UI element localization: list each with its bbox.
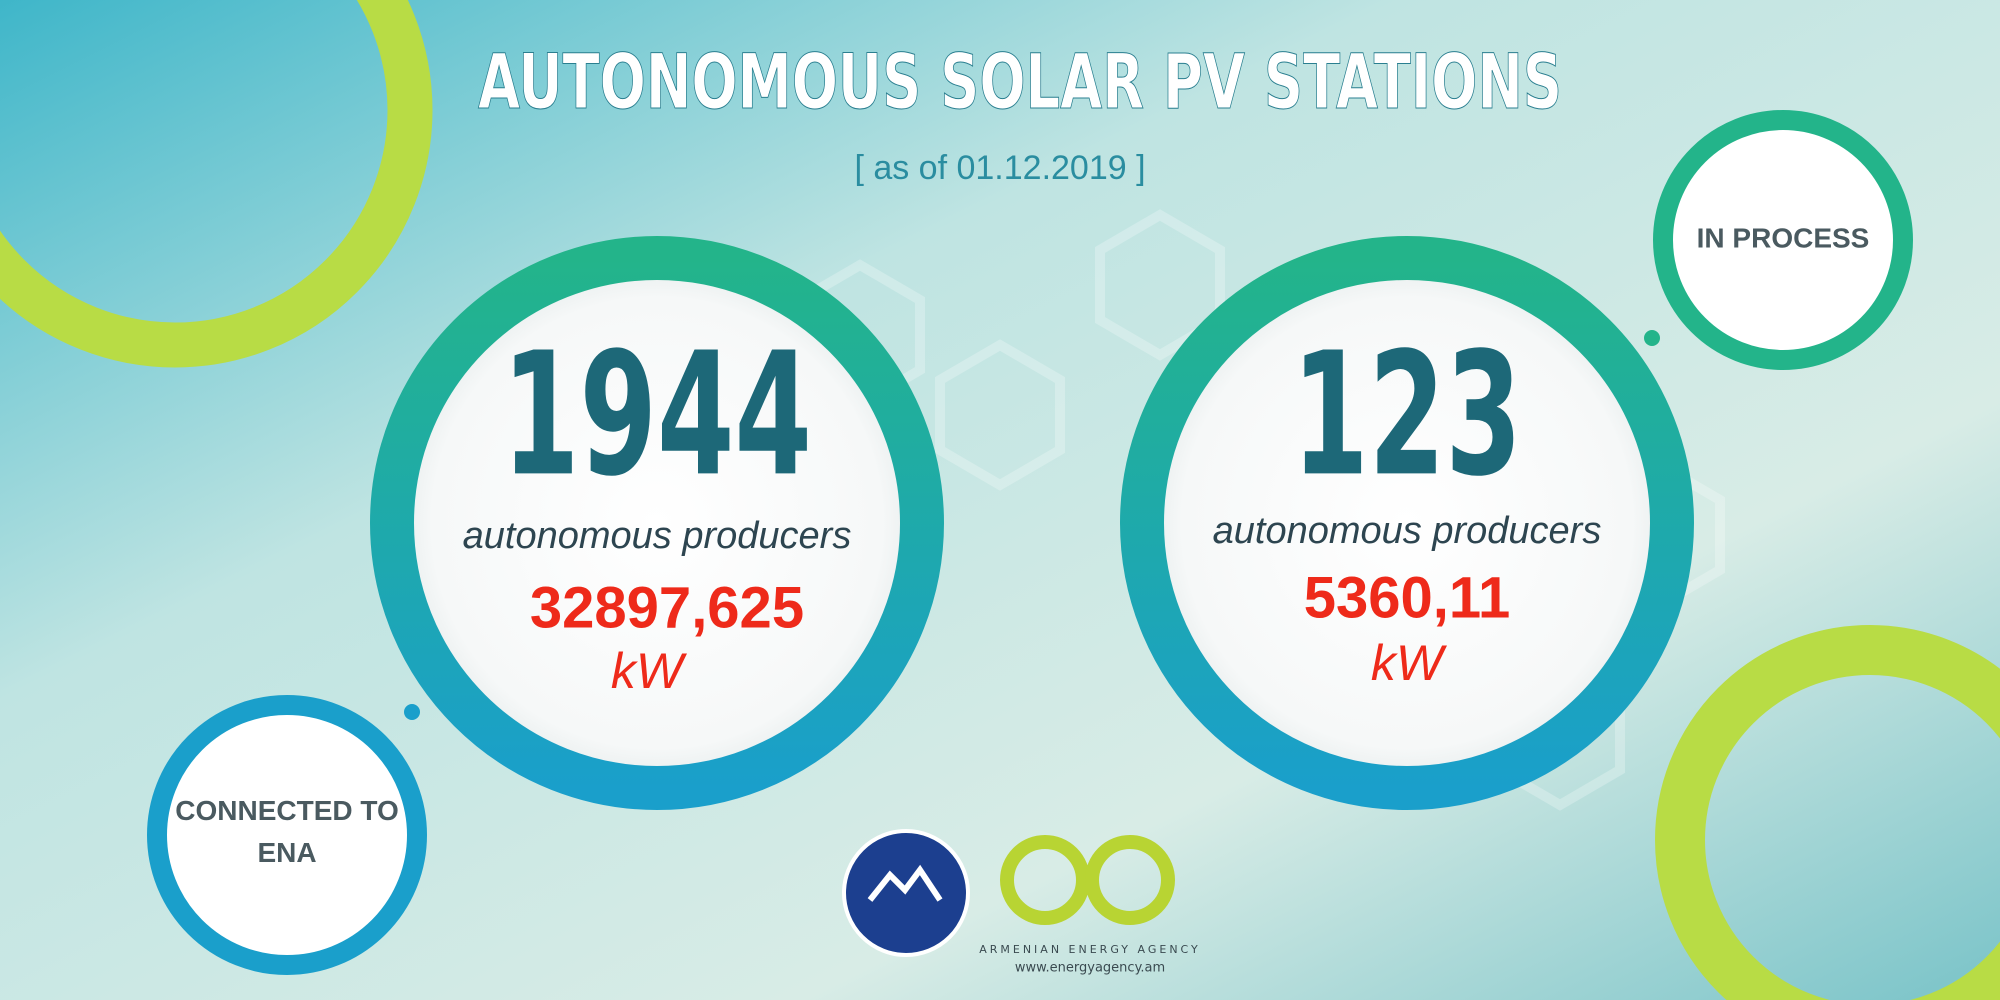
stat-label: IN PROCESS [1697,222,1870,253]
dot [404,704,420,720]
decor-arc [1655,625,2000,1000]
label-circle [1653,110,1913,370]
stat-caption: autonomous producers [463,515,852,557]
title: AUTONOMOUS SOLAR PV STATIONS [478,37,1562,126]
stat-power: 5360,11 [1304,565,1510,630]
stat-count: 123 [1292,316,1522,514]
agency-name: ARMENIAN ENERGY AGENCY [979,943,1201,956]
stat-unit: kW [1371,635,1448,691]
subtitle: [ as of 01.12.2019 ] [854,149,1145,187]
stat-caption: autonomous producers [1213,510,1602,552]
stat-label: CONNECTED TO ENA [175,795,399,868]
stat-power: 32897,625 [530,575,804,640]
stat-circle [370,236,944,810]
stat-unit: kW [611,643,688,699]
label-box: CONNECTED TO ENA [175,795,399,868]
stat-count: 1944 [502,316,812,514]
dot [1644,330,1660,346]
label-circle [147,695,427,975]
eo-logo [1000,835,1175,925]
ena-logo-mark [867,864,943,902]
stat-circle [1120,236,1694,810]
agency-url: www.energyagency.am [1015,961,1165,976]
decor-arc [0,0,433,368]
